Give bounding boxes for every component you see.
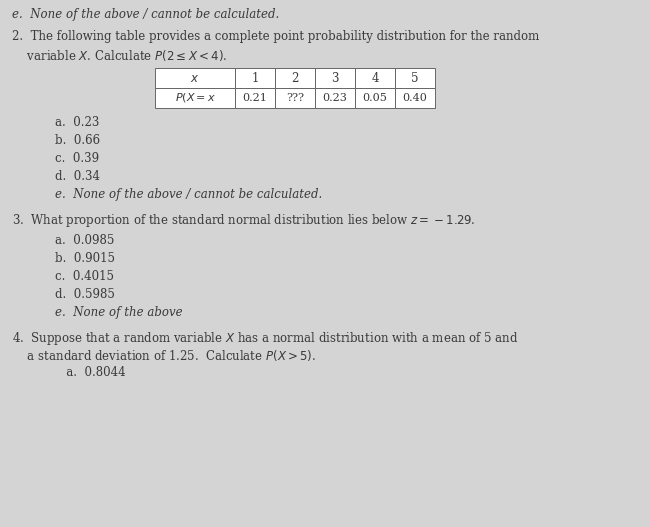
Bar: [235, 88, 275, 108]
Text: 4.  Suppose that a random variable $X$ has a normal distribution with a mean of : 4. Suppose that a random variable $X$ ha…: [12, 330, 519, 347]
Text: e.  None of the above: e. None of the above: [55, 306, 183, 319]
Text: a standard deviation of 1.25.  Calculate $P(X > 5)$.: a standard deviation of 1.25. Calculate …: [12, 348, 316, 363]
Text: b.  0.66: b. 0.66: [55, 134, 100, 147]
Text: 4: 4: [371, 72, 379, 84]
Text: 0.21: 0.21: [242, 93, 267, 103]
Text: $x$: $x$: [190, 72, 200, 84]
Bar: [155, 68, 235, 88]
Text: 5: 5: [411, 72, 419, 84]
Text: 0.05: 0.05: [363, 93, 387, 103]
Text: a.  0.8044: a. 0.8044: [55, 366, 125, 379]
Text: b.  0.9015: b. 0.9015: [55, 252, 115, 265]
Bar: [275, 68, 315, 88]
Bar: [315, 88, 355, 108]
Text: 3: 3: [332, 72, 339, 84]
Text: a.  0.23: a. 0.23: [55, 116, 99, 129]
Text: d.  0.5985: d. 0.5985: [55, 288, 115, 301]
Text: c.  0.4015: c. 0.4015: [55, 270, 114, 283]
Bar: [155, 88, 235, 108]
Text: ???: ???: [286, 93, 304, 103]
Bar: [395, 68, 435, 88]
Text: $P(X = x$: $P(X = x$: [174, 92, 216, 104]
Text: e.  None of the above / cannot be calculated.: e. None of the above / cannot be calcula…: [55, 188, 322, 201]
Bar: [275, 88, 315, 108]
Text: 0.23: 0.23: [322, 93, 348, 103]
Text: 2: 2: [291, 72, 299, 84]
Text: d.  0.34: d. 0.34: [55, 170, 100, 183]
Bar: [355, 88, 395, 108]
Text: a.  0.0985: a. 0.0985: [55, 234, 114, 247]
Text: 0.40: 0.40: [402, 93, 428, 103]
Bar: [355, 68, 395, 88]
Bar: [235, 68, 275, 88]
Text: e.  None of the above / cannot be calculated.: e. None of the above / cannot be calcula…: [12, 8, 280, 21]
Text: 3.  What proportion of the standard normal distribution lies below $z = -1.29$.: 3. What proportion of the standard norma…: [12, 212, 475, 229]
Text: 1: 1: [252, 72, 259, 84]
Text: 2.  The following table provides a complete point probability distribution for t: 2. The following table provides a comple…: [12, 30, 540, 43]
Text: variable $X$. Calculate $P(2 \leq X < 4)$.: variable $X$. Calculate $P(2 \leq X < 4)…: [12, 48, 227, 63]
Bar: [315, 68, 355, 88]
Bar: [395, 88, 435, 108]
Text: c.  0.39: c. 0.39: [55, 152, 99, 165]
